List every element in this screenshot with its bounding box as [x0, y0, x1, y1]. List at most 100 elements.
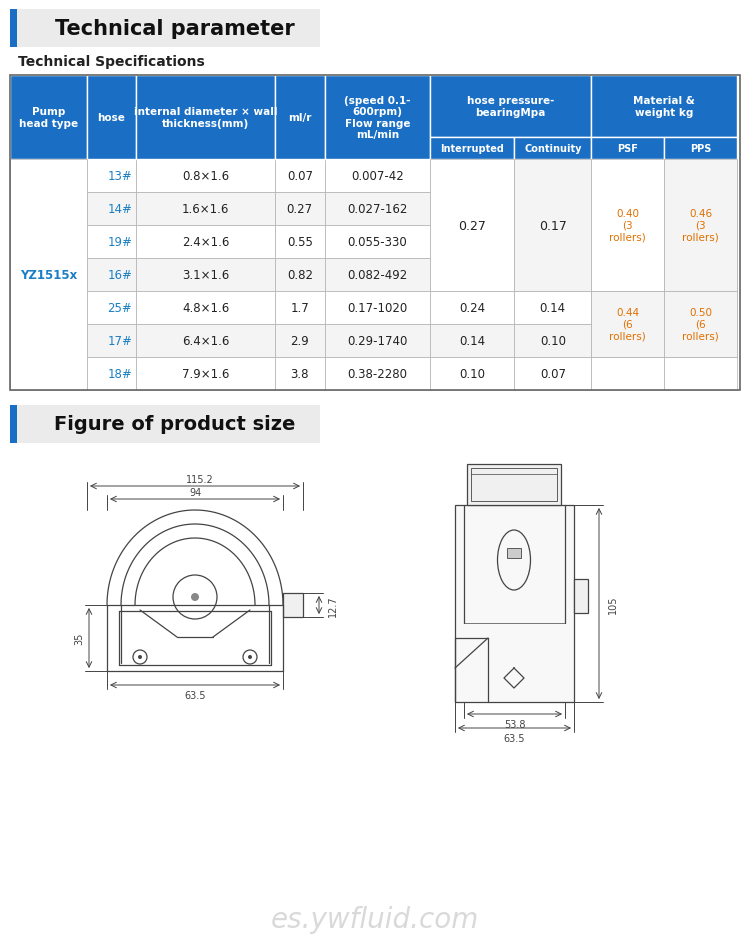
Text: hose: hose — [98, 113, 125, 123]
Text: 1.7: 1.7 — [290, 302, 309, 315]
Text: Pump
head type: Pump head type — [19, 107, 78, 129]
Bar — [664, 160, 737, 291]
Bar — [275, 76, 325, 160]
Bar — [87, 325, 136, 358]
Bar — [430, 226, 514, 259]
Bar — [10, 406, 320, 444]
Bar — [10, 226, 87, 259]
Text: 35: 35 — [74, 632, 84, 645]
Bar — [591, 193, 664, 226]
Text: 0.007-42: 0.007-42 — [351, 169, 404, 183]
Bar — [471, 468, 557, 502]
Text: 2.4×1.6: 2.4×1.6 — [182, 236, 230, 248]
Bar — [591, 358, 664, 390]
Bar — [514, 193, 591, 226]
Text: Interrupted: Interrupted — [440, 144, 505, 154]
Text: internal diameter × wall
thickness(mm): internal diameter × wall thickness(mm) — [134, 107, 278, 129]
Bar — [275, 291, 325, 325]
Bar — [10, 10, 17, 48]
Bar — [275, 358, 325, 390]
Text: Continuity: Continuity — [524, 144, 581, 154]
Bar — [275, 226, 325, 259]
Bar — [430, 76, 591, 138]
Text: 0.27: 0.27 — [458, 219, 487, 232]
Text: 18#: 18# — [107, 367, 132, 381]
Text: ml/r: ml/r — [288, 113, 311, 123]
Bar — [430, 160, 514, 193]
Text: es.ywfluid.com: es.ywfluid.com — [271, 905, 479, 933]
Bar — [591, 76, 737, 138]
Bar — [87, 76, 136, 160]
Bar — [325, 259, 430, 291]
Bar — [325, 193, 430, 226]
Text: Material &
weight kg: Material & weight kg — [633, 96, 695, 118]
Text: 0.82: 0.82 — [286, 268, 313, 282]
Bar — [430, 193, 514, 226]
Bar — [514, 226, 591, 259]
Circle shape — [138, 655, 142, 660]
Bar — [430, 358, 514, 390]
Text: 0.07: 0.07 — [540, 367, 566, 381]
Text: 6.4×1.6: 6.4×1.6 — [182, 335, 230, 347]
Bar — [10, 160, 87, 390]
Bar — [430, 325, 514, 358]
Text: 7.9×1.6: 7.9×1.6 — [182, 367, 230, 381]
Circle shape — [248, 655, 252, 660]
Bar — [10, 76, 87, 160]
Bar — [664, 291, 737, 325]
Text: Figure of product size: Figure of product size — [54, 415, 296, 434]
Bar — [136, 325, 275, 358]
Bar — [664, 325, 737, 358]
Bar — [430, 160, 514, 291]
Text: Technical Specifications: Technical Specifications — [18, 55, 205, 69]
Bar — [514, 138, 591, 160]
Text: 0.55: 0.55 — [286, 236, 313, 248]
Bar — [10, 291, 87, 325]
Text: 3.8: 3.8 — [290, 367, 309, 381]
Text: 13#: 13# — [107, 169, 132, 183]
Bar — [455, 506, 574, 703]
Bar — [591, 291, 664, 358]
Text: 0.082-492: 0.082-492 — [347, 268, 408, 282]
Text: 0.8×1.6: 0.8×1.6 — [182, 169, 230, 183]
Bar — [275, 325, 325, 358]
Bar — [664, 226, 737, 259]
Bar — [136, 259, 275, 291]
Text: 3.1×1.6: 3.1×1.6 — [182, 268, 230, 282]
Bar — [514, 160, 591, 193]
Bar — [87, 226, 136, 259]
Text: 0.24: 0.24 — [460, 302, 485, 315]
Bar — [574, 580, 588, 613]
Text: 0.055-330: 0.055-330 — [348, 236, 407, 248]
Bar — [10, 76, 740, 390]
Text: 0.10: 0.10 — [540, 335, 566, 347]
Text: 25#: 25# — [107, 302, 132, 315]
Bar — [87, 259, 136, 291]
Bar — [591, 259, 664, 291]
Text: 16#: 16# — [107, 268, 132, 282]
Bar — [10, 259, 87, 291]
Bar — [10, 325, 87, 358]
Bar — [325, 160, 430, 193]
Text: 0.17: 0.17 — [538, 219, 567, 232]
Text: 94: 94 — [189, 487, 201, 498]
Text: 0.44
(6
rollers): 0.44 (6 rollers) — [609, 308, 646, 341]
Bar — [664, 259, 737, 291]
Text: 14#: 14# — [107, 203, 132, 216]
Bar — [136, 226, 275, 259]
Text: 0.17-1020: 0.17-1020 — [347, 302, 408, 315]
Text: 63.5: 63.5 — [184, 690, 206, 701]
Bar — [664, 160, 737, 193]
Bar — [10, 160, 87, 193]
Text: 0.40
(3
rollers): 0.40 (3 rollers) — [609, 209, 646, 243]
Bar — [591, 160, 664, 291]
Circle shape — [191, 593, 199, 602]
Text: 1.6×1.6: 1.6×1.6 — [182, 203, 230, 216]
Bar — [591, 325, 664, 358]
Text: 53.8: 53.8 — [504, 720, 525, 729]
Bar — [136, 193, 275, 226]
Bar — [430, 259, 514, 291]
Bar — [430, 138, 514, 160]
Text: 0.027-162: 0.027-162 — [347, 203, 408, 216]
Bar — [507, 548, 521, 559]
